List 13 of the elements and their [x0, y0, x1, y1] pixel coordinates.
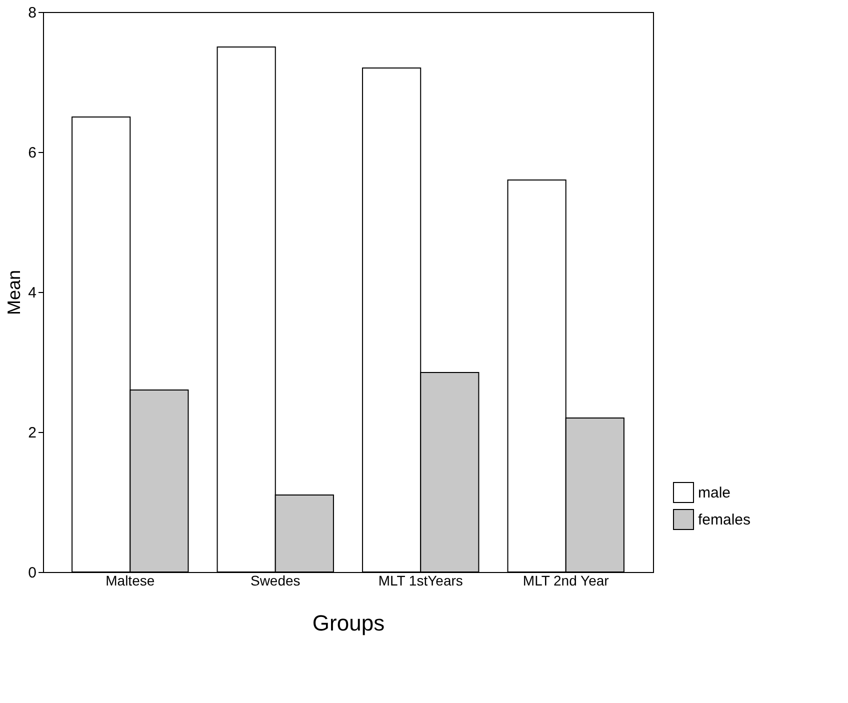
y-tick-label: 4	[28, 284, 36, 302]
y-tick-label: 8	[28, 4, 36, 22]
y-tick-label: 6	[28, 144, 36, 162]
legend-label: male	[698, 484, 731, 502]
x-axis-title: Groups	[312, 610, 385, 636]
x-tick-label: MLT 2nd Year	[522, 572, 610, 588]
x-tick-label: Maltese	[106, 572, 155, 588]
x-tick-label: MLT 1stYears	[378, 572, 463, 588]
y-tick-label: 2	[28, 424, 36, 442]
y-axis-title: Mean	[4, 270, 24, 316]
x-tick-label: Swedes	[250, 572, 300, 588]
y-tick-label: 0	[28, 564, 36, 582]
legend-label: females	[698, 512, 751, 528]
